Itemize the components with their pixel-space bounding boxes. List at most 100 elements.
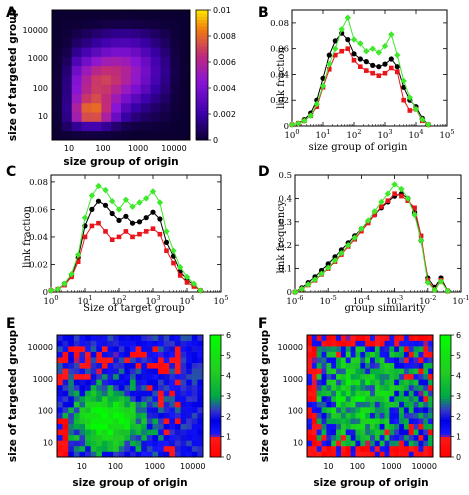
heatmap-cell	[399, 335, 404, 341]
heatmap-cell	[160, 47, 170, 57]
data-point	[103, 229, 108, 234]
heatmap-cell	[164, 346, 170, 352]
heatmap-cell	[409, 379, 414, 385]
heatmap-cell	[91, 402, 97, 408]
x-tick-label: 100	[108, 462, 123, 471]
data-point	[386, 198, 391, 203]
colorbar-segment	[210, 401, 221, 404]
heatmap-cell	[181, 368, 187, 374]
heatmap-cell	[113, 385, 119, 391]
heatmap-cell	[331, 368, 336, 374]
heatmap-cell	[355, 341, 360, 347]
data-point	[383, 71, 388, 76]
heatmap-cell	[141, 429, 147, 435]
heatmap-cell	[341, 429, 346, 435]
colorbar-segment	[440, 421, 451, 424]
heatmap-cell	[91, 357, 97, 363]
heatmap-cell	[326, 379, 331, 385]
heatmap-cell	[414, 385, 419, 391]
heatmap-cell	[385, 352, 390, 358]
heatmap-cell	[124, 446, 130, 452]
heatmap-cell	[151, 103, 161, 113]
heatmap-cell	[399, 440, 404, 446]
heatmap-cell	[158, 440, 164, 446]
heatmap-cell	[136, 390, 142, 396]
colorbar-segment	[196, 26, 208, 30]
heatmap-cell	[108, 429, 114, 435]
heatmap-cell	[68, 396, 74, 402]
heatmap-cell	[394, 352, 399, 358]
heatmap-cell	[380, 346, 385, 352]
heatmap-cell	[74, 352, 80, 358]
y-tick-label: 0.08	[270, 19, 289, 29]
heatmap-cell	[160, 10, 170, 20]
heatmap-cell	[331, 357, 336, 363]
heatmap-cell	[331, 435, 336, 441]
heatmap-cell	[404, 341, 409, 347]
heatmap-cell	[409, 407, 414, 413]
colorbar-tick-label: 0	[213, 136, 218, 145]
heatmap-cell	[380, 451, 385, 457]
heatmap-cell	[375, 429, 380, 435]
heatmap-cell	[360, 429, 365, 435]
heatmap-cell	[74, 446, 80, 452]
colorbar-segment	[440, 424, 451, 427]
heatmap-cell	[380, 363, 385, 369]
plot-area: 100 101 102 103 104 10500.020.040.060.08	[29, 175, 228, 307]
heatmap-cell	[141, 10, 151, 20]
colorbar-tick-label: 0	[456, 453, 461, 462]
heatmap-cell	[404, 396, 409, 402]
heatmap-cell	[111, 56, 121, 66]
data-point	[345, 37, 350, 42]
heatmap-cell	[152, 429, 158, 435]
heatmap-cell	[101, 56, 111, 66]
heatmap-cell	[404, 390, 409, 396]
heatmap-cell	[336, 368, 341, 374]
data-point	[401, 98, 406, 103]
heatmap-cell	[136, 385, 142, 391]
y-tick-label: 10	[38, 112, 48, 121]
heatmap-cell	[147, 413, 153, 419]
data-point	[398, 186, 404, 192]
heatmap-cell	[74, 440, 80, 446]
heatmap-cell	[312, 390, 317, 396]
data-point	[150, 210, 155, 215]
heatmap-cell	[307, 335, 312, 341]
colorbar-segment	[196, 114, 208, 118]
heatmap-cell	[158, 429, 164, 435]
heatmap-cell	[63, 390, 69, 396]
heatmap-cell	[136, 374, 142, 380]
heatmap-cell	[113, 440, 119, 446]
colorbar-segment	[210, 421, 221, 424]
heatmap-cell	[307, 368, 312, 374]
heatmap-cell	[307, 435, 312, 441]
colorbar-segment	[196, 127, 208, 131]
heatmap-cell	[52, 121, 62, 131]
colorbar-segment	[196, 10, 208, 14]
heatmap-cell	[409, 357, 414, 363]
plot-area: 100 101 102 103 104 10500.020.040.060.08	[270, 10, 454, 141]
heatmap-cell	[72, 75, 82, 85]
heatmap-cell	[312, 446, 317, 452]
heatmap-cell	[307, 407, 312, 413]
heatmap-cell	[331, 429, 336, 435]
heatmap-cell	[331, 402, 336, 408]
heatmap-cell	[147, 440, 153, 446]
heatmap-cell	[102, 374, 108, 380]
data-point	[151, 226, 156, 231]
x-axis-label: size group of origin	[63, 156, 178, 168]
heatmap-cell	[85, 407, 91, 413]
heatmap-cell	[68, 402, 74, 408]
colorbar: 0.010.0080.0060.0040.0020	[196, 6, 236, 145]
heatmap-cell	[389, 374, 394, 380]
heatmap-cell	[91, 121, 101, 131]
heatmap-cell	[186, 357, 192, 363]
heatmap-cell	[111, 19, 121, 29]
data-point	[399, 194, 404, 199]
heatmap-cell	[181, 424, 187, 430]
heatmap-cell	[351, 368, 356, 374]
heatmap-cell	[124, 435, 130, 441]
heatmap-cell	[399, 413, 404, 419]
data-point	[345, 15, 351, 21]
